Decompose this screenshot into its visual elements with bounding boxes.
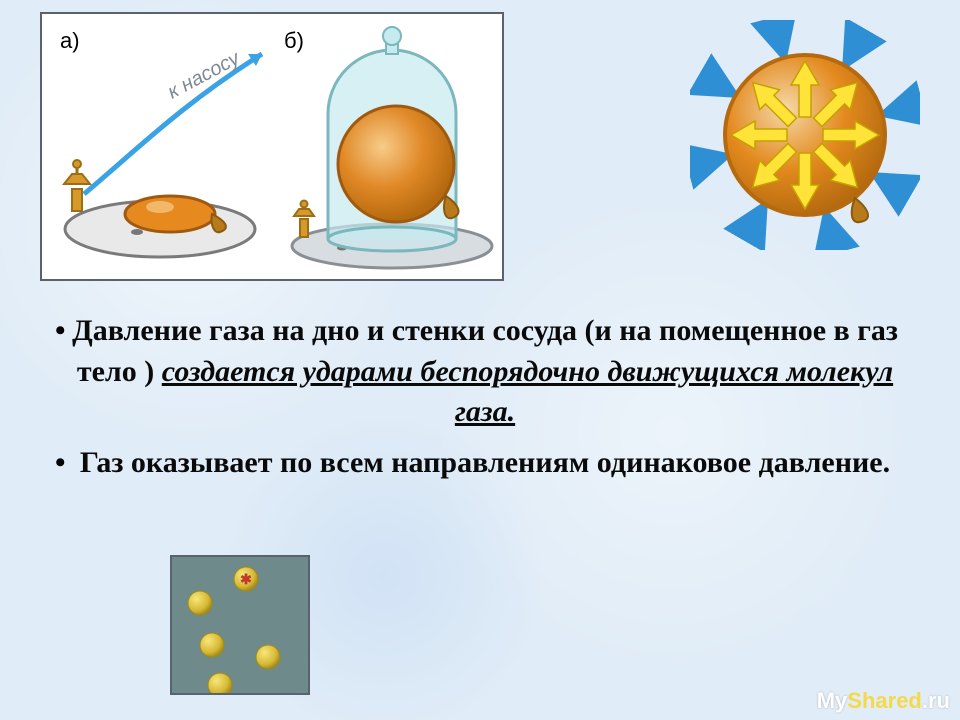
plate-a-hole [131,229,143,235]
outer-arrow [691,157,722,165]
outer-arrow [774,21,782,52]
molecules-frame: ✱ [170,555,310,695]
label-b: б) [284,28,304,53]
watermark-my: My [817,688,848,714]
bullet-2-prefix: Газ оказывает по всем направлениям одина… [80,446,890,479]
outer-arrow [888,104,919,112]
molecule [188,591,212,615]
label-a: а) [60,28,80,53]
bullet-1: Давление газа на дно и стенки сосуда (и … [60,311,900,433]
figure-ab-frame: а) б) к насосу [40,12,504,281]
bullet-1-emph: создается ударами беспорядочно движущихс… [162,355,893,429]
outer-arrow [848,33,864,61]
molecule [208,673,232,693]
figure-ab-svg: а) б) к насосу [42,14,502,274]
outer-arrow [746,209,762,237]
outer-arrow [703,76,731,92]
molecule-mark: ✱ [240,573,252,588]
pressure-ball-svg [690,20,920,250]
molecules-svg: ✱ [172,557,308,693]
watermark-shared: Shared [847,688,922,714]
inflated-ball [338,106,454,222]
watermark: MyShared.ru [817,688,950,714]
outer-arrow [879,178,907,194]
images-row: а) б) к насосу [0,0,960,281]
bullet-2: Газ оказывает по всем направлениям одина… [60,443,900,484]
outer-arrow [827,218,835,249]
bullet-list: Давление газа на дно и стенки сосуда (и … [60,311,900,483]
molecule [256,645,280,669]
watermark-ru: .ru [922,688,950,714]
molecule [200,633,224,657]
pressure-ball-knot [852,198,868,222]
